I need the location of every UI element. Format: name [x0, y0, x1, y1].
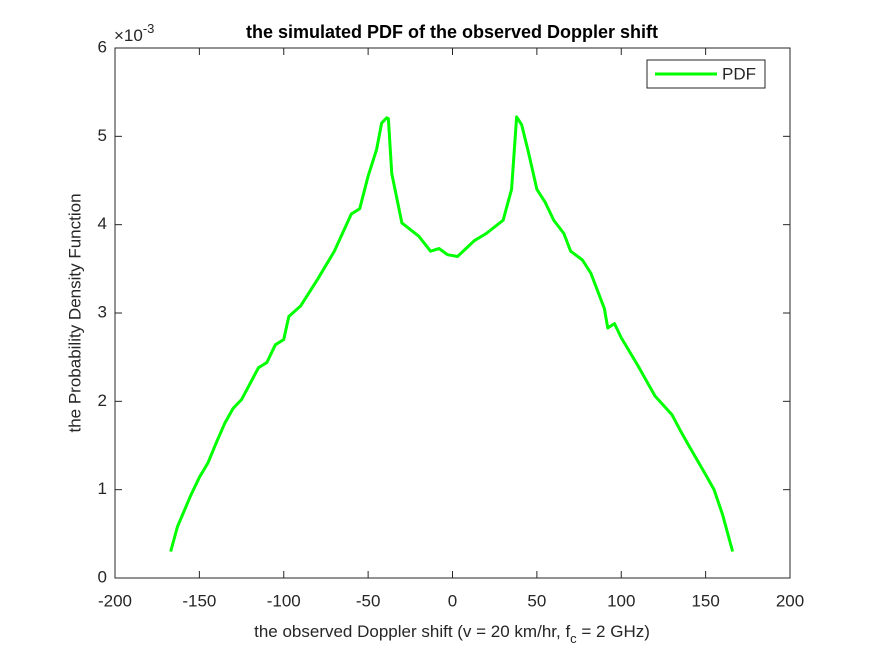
x-tick-label: 0: [448, 591, 457, 610]
plot-area: -200 -150 -100 -50 0 50 100 150 200 0 1 2 3 4 5 6 PDF: [98, 37, 805, 610]
y-tick-label: 4: [98, 214, 107, 233]
x-axis-label: the observed Doppler shift (v = 20 km/hr…: [254, 622, 650, 646]
x-tick-label: -150: [182, 591, 216, 610]
y-tick-label: 0: [98, 567, 107, 586]
y-tick-label: 2: [98, 391, 107, 410]
legend-label: PDF: [722, 64, 756, 83]
x-label-part: the observed Doppler shift (v = 20 km/hr…: [254, 622, 570, 641]
x-tick-label: -200: [98, 591, 132, 610]
y-tick-label: 1: [98, 479, 107, 498]
data-line: [169, 115, 735, 552]
x-label-subscript: c: [570, 631, 577, 646]
x-tick-label: 200: [776, 591, 804, 610]
y-exponent-power: -3: [143, 21, 155, 36]
x-tick-label: -50: [356, 591, 381, 610]
y-axis-label: the Probability Density Function: [65, 193, 84, 432]
y-exponent-base: ×10: [114, 26, 143, 45]
x-tick-label: 100: [607, 591, 635, 610]
x-label-part: = 2 GHz): [577, 622, 650, 641]
y-tick-label: 6: [98, 37, 107, 56]
y-tick-label: 3: [98, 302, 107, 321]
y-tick-label: 5: [98, 126, 107, 145]
x-tick-label: 50: [527, 591, 546, 610]
x-tick-label: -100: [267, 591, 301, 610]
chart-title: the simulated PDF of the observed Dopple…: [246, 22, 658, 42]
y-exponent: ×10-3: [114, 21, 154, 45]
x-tick-label: 150: [691, 591, 719, 610]
